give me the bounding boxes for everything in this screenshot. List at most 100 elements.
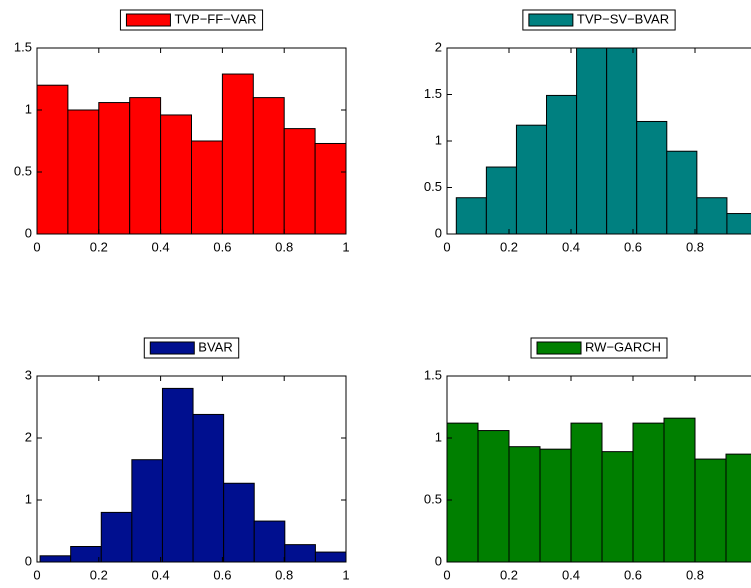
y-tick-label: 1.5: [424, 367, 442, 382]
legend-swatch: [125, 13, 171, 27]
panel: TVP−FF−VAR 0 0.5 1 1.5 0 0.2 0.4 0.6 0.8 1: [14, 9, 350, 254]
bar: [539, 448, 572, 563]
bar: [666, 150, 698, 235]
legend-swatch: [149, 341, 195, 355]
legend-swatch: [536, 341, 582, 355]
x-tick-label: 0.4: [562, 567, 580, 582]
legend-swatch: [528, 13, 574, 27]
y-tick-label: 0: [25, 553, 32, 568]
y-tick-label: 1: [25, 101, 32, 116]
legend-box: [530, 337, 668, 359]
bar: [485, 166, 517, 235]
bar: [601, 451, 634, 563]
y-tick-label: 3: [25, 367, 32, 382]
legend-box: [522, 9, 676, 31]
x-tick-label: 1: [342, 239, 349, 254]
bar: [221, 73, 254, 235]
bar: [314, 551, 347, 563]
x-tick-label: 0: [33, 567, 40, 582]
bar: [284, 544, 316, 563]
bar: [694, 458, 727, 563]
x-tick-label: 0.8: [275, 567, 293, 582]
plot-frame: [36, 47, 347, 235]
legend: BVAR: [143, 337, 240, 359]
bar: [636, 120, 668, 235]
y-tick-label: 0.5: [424, 491, 442, 506]
x-tick-label: 0.6: [213, 567, 231, 582]
x-tick-label: 0.8: [275, 239, 293, 254]
y-tick-label: 0: [435, 553, 442, 568]
legend: TVP−SV−BVAR: [522, 9, 676, 31]
y-tick-label: 1.5: [424, 86, 442, 101]
bar: [160, 114, 193, 235]
bar: [606, 47, 638, 235]
bar: [67, 109, 100, 235]
y-tick-label: 0: [25, 225, 32, 240]
x-tick-label: 1: [342, 567, 349, 582]
y-tick-label: 2: [25, 429, 32, 444]
legend-box: [119, 9, 264, 31]
y-tick-label: 1.5: [14, 39, 32, 54]
bar: [39, 555, 72, 563]
legend-label: TVP−SV−BVAR: [577, 11, 669, 26]
bar: [632, 422, 665, 563]
bar: [253, 520, 286, 563]
bar: [129, 97, 162, 235]
x-tick-label: 0.6: [213, 239, 231, 254]
bar: [131, 459, 163, 563]
bar: [223, 482, 255, 563]
x-tick-label: 0.4: [152, 239, 170, 254]
y-tick-label: 1: [435, 429, 442, 444]
bar: [98, 102, 131, 235]
bar: [36, 84, 69, 235]
bar: [726, 213, 751, 235]
y-tick-label: 1: [25, 491, 32, 506]
legend-label: TVP−FF−VAR: [174, 11, 256, 26]
x-tick-label: 0.4: [152, 567, 170, 582]
bar: [455, 197, 487, 235]
x-tick-label: 0.8: [686, 567, 704, 582]
bar: [70, 546, 102, 563]
bar: [570, 422, 603, 563]
legend-box: [143, 337, 240, 359]
bar: [515, 124, 548, 235]
bar: [192, 413, 225, 563]
bar: [191, 140, 223, 235]
bar: [696, 197, 728, 235]
y-tick-label: 0: [435, 225, 442, 240]
x-tick-label: 0.4: [562, 239, 580, 254]
x-tick-label: 0.2: [500, 239, 518, 254]
plot-frame: [36, 375, 347, 563]
x-tick-label: 0: [33, 239, 40, 254]
x-tick-label: 0.6: [624, 567, 642, 582]
x-tick-label: 0: [443, 567, 450, 582]
bar: [576, 47, 608, 235]
bar: [100, 511, 133, 563]
x-tick-label: 0.6: [624, 239, 642, 254]
y-tick-label: 2: [435, 39, 442, 54]
bar: [161, 387, 194, 563]
legend: TVP−FF−VAR: [119, 9, 264, 31]
bar: [725, 453, 751, 563]
panel: BVAR 0 1 2 3 0 0.2 0.4 0.6 0.8 1: [25, 337, 350, 582]
bar: [508, 446, 541, 563]
x-tick-label: 0.2: [90, 567, 108, 582]
bar: [283, 128, 316, 235]
bar: [477, 430, 510, 563]
x-tick-label: 0.2: [90, 239, 108, 254]
y-tick-label: 0.5: [424, 179, 442, 194]
plot-frame: [446, 375, 751, 563]
bar: [252, 97, 285, 235]
y-tick-label: 1: [435, 132, 442, 147]
bar: [446, 422, 479, 563]
x-tick-label: 0.2: [500, 567, 518, 582]
bar: [663, 417, 696, 563]
x-tick-label: 0.8: [686, 239, 704, 254]
legend-label: RW−GARCH: [585, 339, 661, 354]
legend-label: BVAR: [198, 339, 232, 354]
y-tick-label: 0.5: [14, 163, 32, 178]
x-tick-label: 0: [443, 239, 450, 254]
